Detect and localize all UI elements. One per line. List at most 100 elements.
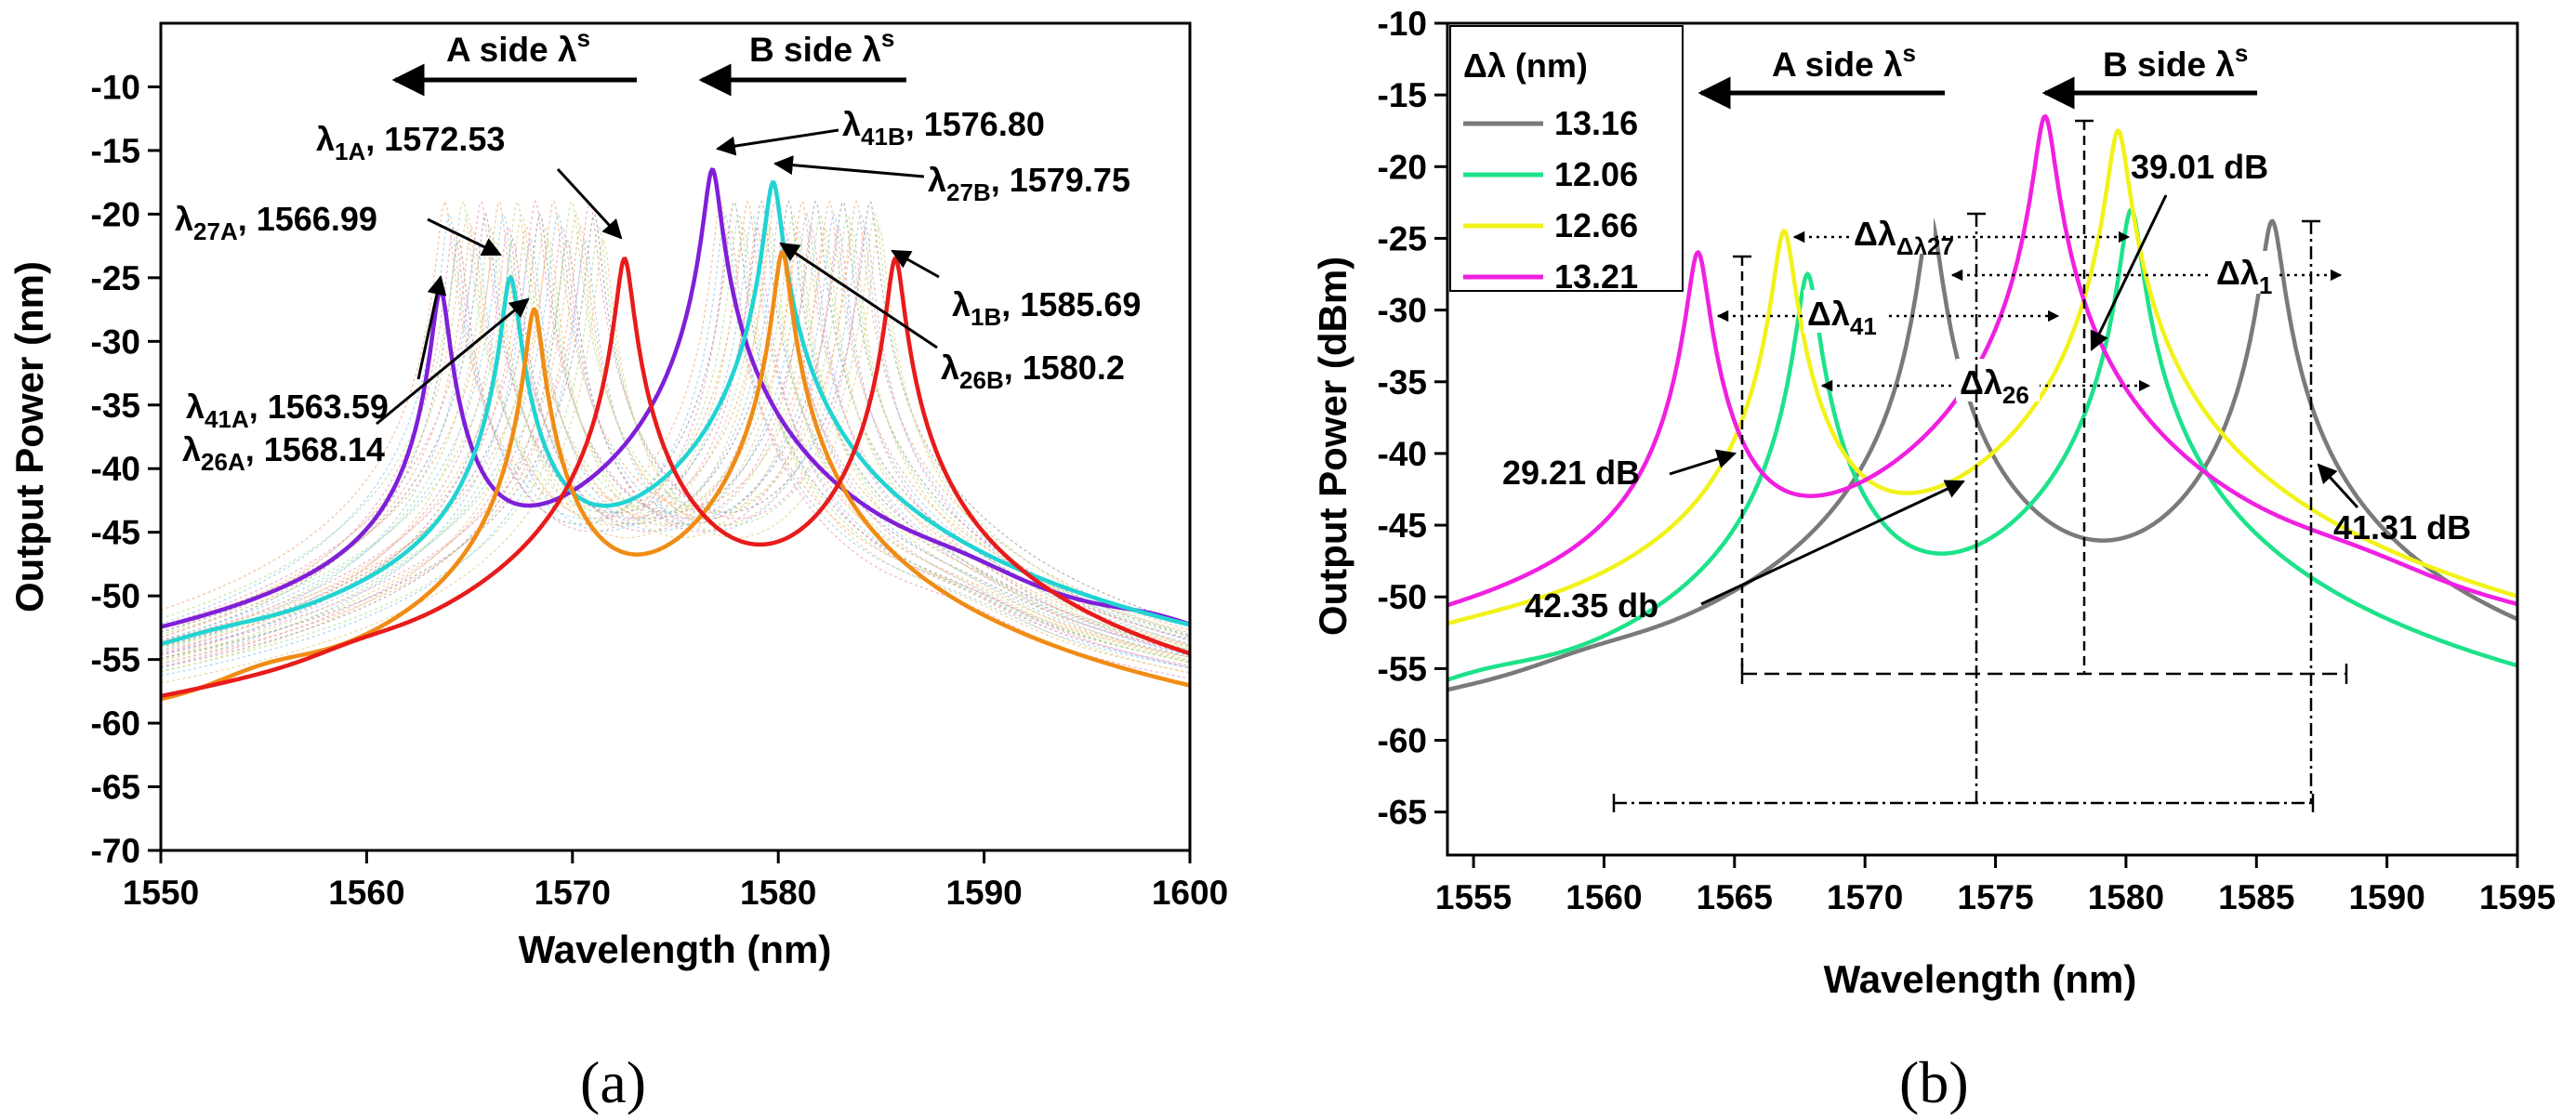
svg-text:λ41A, 1563.59: λ41A, 1563.59 [186, 388, 389, 433]
svg-text:λ41B, 1576.80: λ41B, 1576.80 [842, 105, 1045, 151]
caption-a: (a) [580, 1049, 646, 1115]
svg-text:42.35 db: 42.35 db [1525, 586, 1658, 625]
svg-text:λ1A, 1572.53: λ1A, 1572.53 [316, 120, 505, 165]
y-tick-label: -25 [91, 259, 140, 297]
x-tick-label: 1580 [2088, 878, 2164, 916]
svg-text:A side λs: A side λs [446, 24, 590, 69]
sweep-curve [161, 225, 1190, 674]
plot-frame [159, 21, 1192, 852]
series-12.66-line [1447, 127, 2517, 626]
svg-text:λ26A, 1568.14: λ26A, 1568.14 [182, 430, 385, 476]
svg-text:A side λs: A side λs [1772, 39, 1916, 84]
svg-text:B side λs: B side λs [2103, 39, 2248, 84]
y-tick-label: -35 [91, 387, 140, 425]
delta-27-label: Δλ27 [1896, 232, 1954, 260]
series-13.16-line [1447, 214, 2517, 692]
y-tick-label: -60 [1378, 722, 1427, 760]
x-tick-label: 1590 [945, 874, 1022, 912]
sweep-curve [161, 200, 1190, 663]
sweep-curve [161, 201, 1190, 655]
annotation-l41b: λ41B, 1576.80 [715, 105, 1045, 156]
sweep-curve [161, 225, 1190, 684]
sweep-curve [161, 227, 1190, 673]
y-tick-label: -15 [91, 132, 140, 170]
measure-lines [1612, 119, 2348, 812]
db-label-41: 41.31 dB [2317, 463, 2471, 546]
db-label-42: 42.35 db [1525, 480, 1965, 625]
series-13.21-line [1447, 113, 2517, 608]
svg-text:λ27A, 1566.99: λ27A, 1566.99 [175, 200, 377, 245]
series-12.06-line [1447, 206, 2517, 682]
axis-ticks: 1555 1560 1565 1570 1575 1580 1585 1590 1595 -65 -… [1378, 5, 2556, 916]
a-side-label: A side λs [1698, 39, 1945, 110]
y-tick-label: -15 [1378, 76, 1427, 114]
sweep-curve [161, 212, 1190, 664]
sweep-curve [161, 225, 1190, 667]
series-41-line [161, 167, 1190, 629]
svg-text:39.01 dB: 39.01 dB [2131, 148, 2268, 186]
y-tick-label: -20 [91, 195, 140, 233]
y-tick-label: -35 [1378, 363, 1427, 402]
svg-text:41.31 dB: 41.31 dB [2333, 508, 2471, 546]
sweep-curve [161, 201, 1190, 664]
y-tick-label: -40 [1378, 435, 1427, 473]
y-tick-label: -45 [91, 514, 140, 552]
annotation-l41a: λ41A, 1563.59 [186, 274, 447, 433]
y-tick-label: -55 [1378, 650, 1427, 688]
y-tick-label: -40 [91, 450, 140, 488]
a-side-text: A side λ [446, 31, 577, 69]
y-tick-label: -10 [1378, 5, 1427, 43]
y-tick-label: -10 [91, 68, 140, 106]
svg-text:λ27B, 1579.75: λ27B, 1579.75 [928, 161, 1130, 206]
x-tick-label: 1600 [1152, 874, 1228, 912]
series-curves [1447, 113, 2517, 692]
svg-text:Δλ41: Δλ41 [1807, 295, 1877, 340]
x-tick-label: 1560 [328, 874, 404, 912]
y-tick-label: -25 [1378, 219, 1427, 257]
sweep-curve [161, 200, 1190, 658]
x-tick-label: 1565 [1697, 878, 1773, 916]
b-side-text: B side λ [2103, 46, 2235, 84]
legend: Δλ (nm) 13.16 12.06 12.66 13.21 [1449, 25, 1684, 296]
x-tick-label: 1575 [1957, 878, 2033, 916]
x-axis-label: Wavelength (nm) [519, 928, 832, 971]
db-label-29: 29.21 dB [1502, 449, 1737, 492]
svg-text:29.21 dB: 29.21 dB [1502, 454, 1640, 492]
y-tick-label: -50 [91, 577, 140, 615]
legend-entry-13.16: 13.16 [1554, 104, 1638, 142]
sweep-curve [161, 201, 1190, 667]
panel-a: 1550 1560 1570 1580 1590 1600 -70 -65 -60 -55 -50 -… [7, 21, 1229, 1115]
legend-entry-13.21: 13.21 [1554, 257, 1638, 296]
x-tick-label: 1570 [1827, 878, 1903, 916]
annotation-l1b: λ1B, 1585.69 [891, 249, 1141, 331]
annotation-l27a: λ27A, 1566.99 [175, 200, 502, 257]
x-tick-label: 1550 [123, 874, 199, 912]
annotation-l27b: λ27B, 1579.75 [773, 155, 1130, 206]
y-axis-label: Output Power (dBm) [1311, 257, 1354, 636]
sweep-curve [161, 201, 1190, 659]
y-tick-label: -50 [1378, 578, 1427, 616]
b-side-label: B side λs [2041, 39, 2257, 110]
axis-ticks: 1550 1560 1570 1580 1590 1600 -70 -65 -60 -55 -50 -… [91, 68, 1229, 912]
y-axis-label: Output Power (nm) [7, 261, 51, 612]
a-side-text: A side λ [1772, 46, 1903, 84]
panel-b: 1555 1560 1565 1570 1575 1580 1585 1590 1595 -65 -… [1311, 5, 2556, 1115]
b-side-text: B side λ [749, 31, 881, 69]
y-tick-label: -65 [91, 769, 140, 807]
plot-frame [1446, 21, 2519, 857]
y-tick-label: -60 [91, 704, 140, 743]
y-tick-label: -30 [91, 323, 140, 361]
y-tick-label: -65 [1378, 794, 1427, 832]
legend-entry-12.66: 12.66 [1554, 206, 1638, 244]
series-curves [161, 167, 1190, 702]
x-tick-label: 1585 [2218, 878, 2294, 916]
svg-text:λ26B, 1580.2: λ26B, 1580.2 [941, 349, 1125, 394]
svg-text:ΔλΔλ27: ΔλΔλ27 [1854, 215, 1954, 260]
y-tick-label: -30 [1378, 292, 1427, 330]
y-tick-label: -20 [1378, 148, 1427, 186]
x-tick-label: 1560 [1565, 878, 1642, 916]
y-tick-label: -45 [1378, 507, 1427, 545]
x-tick-label: 1555 [1435, 878, 1512, 916]
caption-b: (b) [1899, 1049, 1969, 1115]
